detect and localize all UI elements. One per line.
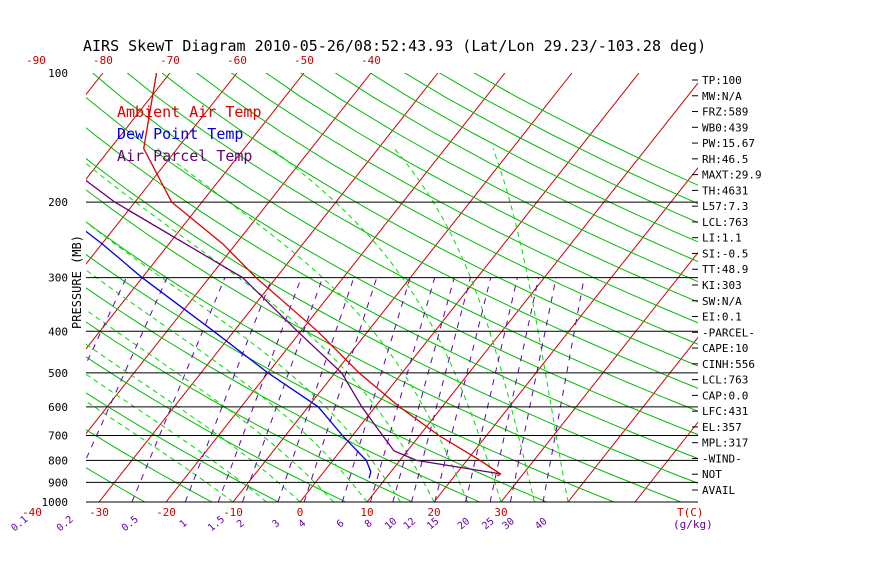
isotherm-line [300,73,639,502]
mixing-ratio-tick: 10 [383,516,399,532]
index-entry: MW:N/A [702,90,742,103]
index-entry: LCL:763 [702,374,748,387]
top-temp-tick: -60 [227,54,247,67]
bottom-temp-tick: 10 [360,506,373,519]
mixing-ratio-tick: 0.2 [55,514,76,534]
dry-adiabat-line [170,53,870,511]
moist-adiabat-line [493,149,568,503]
bottom-temp-tick: -30 [89,506,109,519]
index-entry: PW:15.67 [702,137,755,150]
legend-dewpoint: Dew Point Temp [117,125,243,143]
isotherm-line [0,73,36,502]
index-entry: WB0:439 [702,121,748,134]
mixing-ratio-tick: 6 [335,518,347,530]
index-entry: CINH:556 [702,358,755,371]
pressure-tick: 1000 [42,496,69,509]
dry-adiabat-line [0,53,569,511]
mixing-ratio-tick: 12 [402,516,418,532]
pressure-tick: 300 [48,272,68,285]
mixing-ratio-tick: 2 [235,518,247,530]
index-panel: TP:100 MW:N/A FRZ:589 WB0:439 PW:15.67 RH:46.… [692,74,762,497]
isotherm-line [501,73,840,502]
dry-adiabat-line [103,53,870,511]
dry-adiabat-line [372,53,870,511]
pressure-tick: 600 [48,401,68,414]
dry-adiabat-line [305,53,870,511]
moist-adiabat-line [394,149,534,503]
mixing-ratio-tick: 8 [363,518,375,530]
mixing-ratio-tick: 4 [297,518,309,530]
top-temp-tick: -50 [294,54,314,67]
index-entry: FRZ:589 [702,106,748,119]
legend-parcel: Air Parcel Temp [117,147,252,165]
dry-adiabat-line [0,53,637,511]
mixing-ratio-unit: (g/kg) [673,518,713,531]
index-entry: AVAIL [702,484,735,497]
index-entry: TH:4631 [702,184,748,197]
pressure-tick: 800 [48,454,68,467]
index-entry: -PARCEL- [702,326,755,339]
pressure-tick: 200 [48,196,68,209]
top-temp-tick: -90 [26,54,46,67]
index-entry: EL:357 [702,421,742,434]
mixing-ratio-tick: 1 [178,518,190,530]
mixing-ratio-line [304,278,377,502]
dry-adiabat-line [406,53,870,511]
pressure-tick: 500 [48,367,68,380]
y-axis-label: PRESSURE (MB) [70,235,84,329]
bottom-temp-tick: 30 [494,506,507,519]
mixing-ratio-tick: 0.5 [120,514,141,534]
pressure-tick: 900 [48,476,68,489]
index-entry: LI:1.1 [702,232,742,245]
top-temp-tick: -70 [160,54,180,67]
index-entry: SI:-0.5 [702,247,748,260]
pressure-tick: 100 [48,67,68,80]
bottom-temp-tick: -10 [223,506,243,519]
index-entry: TT:48.9 [702,263,748,276]
moist-adiabat-line [0,149,233,503]
legend-ambient: Ambient Air Temp [117,103,262,121]
moist-adiabat-line [0,149,267,503]
chart-title: AIRS SkewT Diagram 2010-05-26/08:52:43.9… [83,37,706,55]
bottom-temp-tick: 20 [427,506,440,519]
index-entry: EI:0.1 [702,311,742,324]
index-entry: -WIND- [702,452,742,465]
mixing-ratio-tick: 40 [533,516,549,532]
index-entry: MAXT:29.9 [702,169,762,182]
index-entry: LFC:431 [702,405,748,418]
bottom-temp-tick: 0 [297,506,304,519]
index-entry: KI:303 [702,279,742,292]
bottom-temp-tick: -20 [156,506,176,519]
mixing-ratio-tick: 3 [271,518,283,530]
dry-adiabat-line [440,53,870,511]
label-layer: AIRS SkewT Diagram 2010-05-26/08:52:43.9… [70,37,713,531]
mixing-ratio-line [132,278,225,502]
mixing-ratio-line [393,278,454,502]
index-entry: MPL:317 [702,437,748,450]
bottom-temp-tick: -40 [22,506,42,519]
moist-adiabat-line [0,149,300,503]
index-entry: SW:N/A [702,295,742,308]
index-entry: TP:100 [702,74,742,87]
dry-adiabat-line [69,53,870,511]
index-entry: LCL:763 [702,216,748,229]
top-temp-tick: -80 [93,54,113,67]
top-temp-tick: -40 [361,54,381,67]
dry-adiabat-line [271,53,870,511]
index-entry: CAPE:10 [702,342,748,355]
moist-adiabat-line [68,149,434,503]
dry-adiabat-line [204,53,870,511]
dry-adiabat-line [0,53,229,511]
index-entry: RH:46.5 [702,153,748,166]
mixing-ratio-tick: 20 [456,516,472,532]
index-entry: CAP:0.0 [702,389,748,402]
pressure-tick: 700 [48,430,68,443]
pressure-tick: 400 [48,325,68,338]
index-entry: NOT [702,468,722,481]
index-entry: L57:7.3 [702,200,748,213]
